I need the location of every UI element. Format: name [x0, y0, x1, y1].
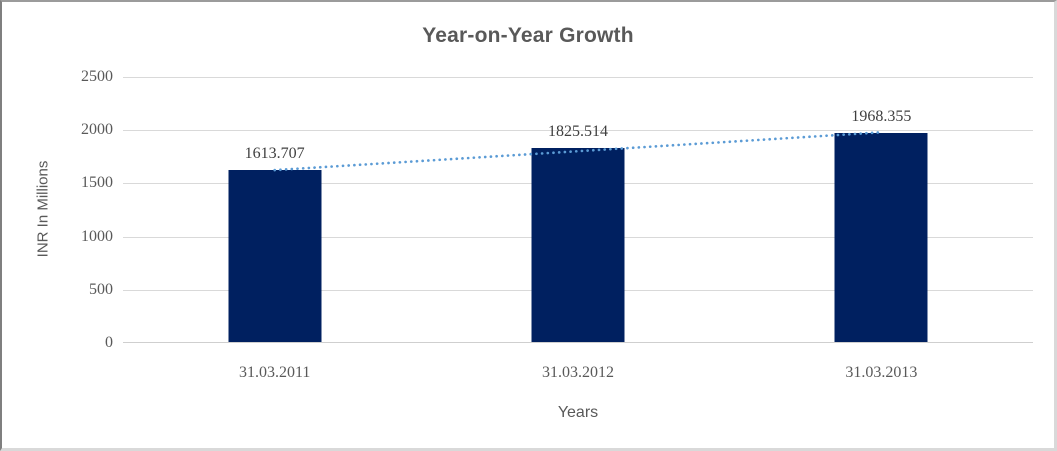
y-axis-tick-label: 0: [105, 334, 113, 351]
bar: [531, 147, 625, 342]
y-axis-tick-label: 1000: [81, 227, 113, 245]
x-axis: 31.03.2011 31.03.2012 31.03.2013: [123, 344, 1033, 384]
plot-area: 1613.707 1825.514 1968.355: [123, 77, 1033, 343]
x-axis-line: [123, 342, 1033, 343]
chart-title: Year-on-Year Growth: [422, 24, 634, 47]
data-label: 1968.355: [851, 107, 912, 125]
data-label: 1613.707: [244, 145, 305, 163]
y-axis: 2500 2000 1500 1000 500 0: [2, 68, 113, 351]
x-axis-category-label: 31.03.2012: [542, 364, 614, 381]
y-axis-tick-label: 1500: [81, 174, 113, 192]
x-axis-category-label: 31.03.2013: [845, 364, 918, 381]
x-axis-category-label: 31.03.2011: [238, 364, 311, 381]
gridline: [123, 77, 1033, 78]
bar: [834, 132, 928, 342]
y-axis-tick-label: 2500: [81, 68, 113, 85]
bar-group: 1613.707: [228, 145, 322, 342]
gridline: [123, 130, 1033, 132]
x-axis-title: Years: [557, 404, 599, 421]
bar-group: 1825.514: [531, 122, 625, 342]
y-axis-tick-label: 500: [89, 280, 113, 298]
bar-group: 1968.355: [834, 107, 928, 342]
data-label: 1825.514: [548, 122, 608, 140]
bar: [228, 170, 322, 342]
y-axis-tick-label: 2000: [81, 121, 113, 139]
